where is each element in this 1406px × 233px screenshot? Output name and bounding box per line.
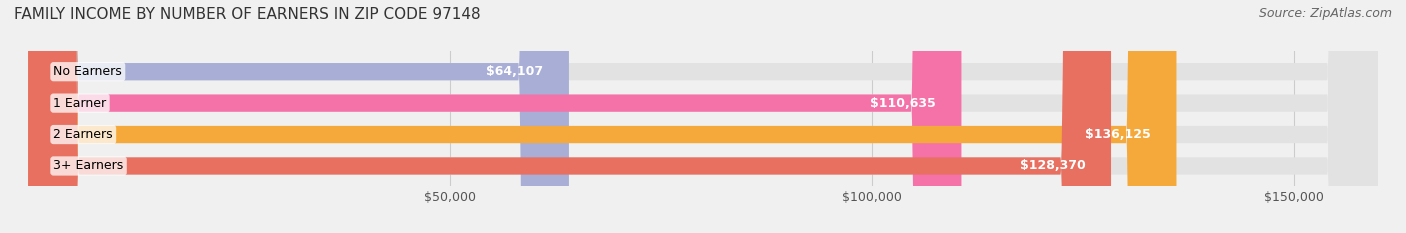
- Text: 2 Earners: 2 Earners: [53, 128, 112, 141]
- FancyBboxPatch shape: [28, 0, 569, 233]
- Text: 1 Earner: 1 Earner: [53, 97, 107, 110]
- Text: $110,635: $110,635: [870, 97, 936, 110]
- Text: Source: ZipAtlas.com: Source: ZipAtlas.com: [1258, 7, 1392, 20]
- FancyBboxPatch shape: [28, 0, 1177, 233]
- Text: 3+ Earners: 3+ Earners: [53, 159, 124, 172]
- Text: $128,370: $128,370: [1019, 159, 1085, 172]
- Text: $136,125: $136,125: [1085, 128, 1152, 141]
- FancyBboxPatch shape: [28, 0, 1378, 233]
- Text: No Earners: No Earners: [53, 65, 122, 78]
- FancyBboxPatch shape: [28, 0, 962, 233]
- FancyBboxPatch shape: [28, 0, 1111, 233]
- FancyBboxPatch shape: [28, 0, 1378, 233]
- FancyBboxPatch shape: [28, 0, 1378, 233]
- Text: FAMILY INCOME BY NUMBER OF EARNERS IN ZIP CODE 97148: FAMILY INCOME BY NUMBER OF EARNERS IN ZI…: [14, 7, 481, 22]
- FancyBboxPatch shape: [28, 0, 1378, 233]
- Text: $64,107: $64,107: [486, 65, 544, 78]
